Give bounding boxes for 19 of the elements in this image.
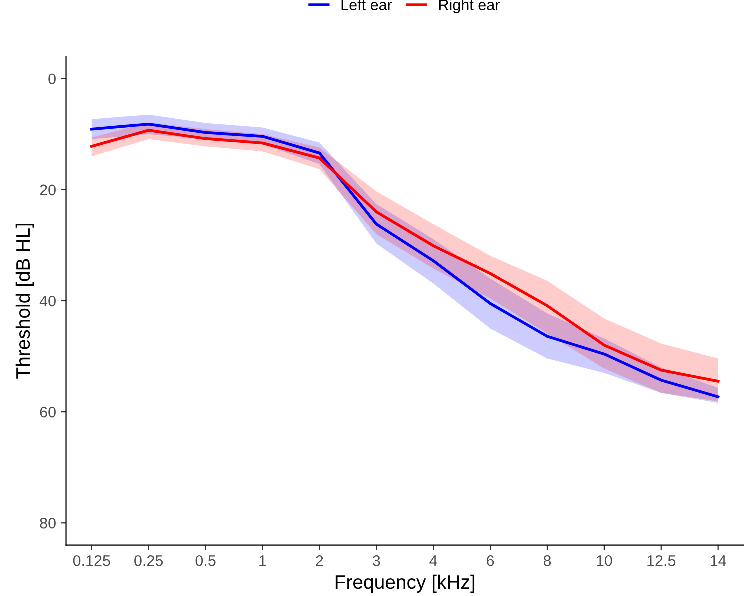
x-tick-label: 8 [544,555,552,566]
x-tick-label: 0.25 [134,555,164,566]
x-tick-label: 0.125 [73,555,110,566]
x-tick-label: 2 [316,555,324,566]
y-axis-title: Threshold [dB HL] [16,224,34,379]
x-tick-label: 12.5 [648,555,676,566]
y-tick-label: 20 [40,184,56,196]
y-tick-label: 40 [40,296,56,307]
x-tick-label: 14 [711,556,726,566]
y-tick-label: 0 [48,74,56,85]
x-tick-label: 1 [260,556,266,566]
x-tick-label: 4 [430,556,438,566]
y-tick-label: 80 [40,518,56,529]
x-tick-label: 3 [372,555,380,566]
x-tick-label: 6 [487,555,494,566]
x-tick-label: 0.5 [196,555,216,566]
x-axis-title: Frequency [kHz] [336,574,475,593]
x-tick-label: 10 [597,555,612,566]
y-tick-label: 60 [40,406,56,418]
